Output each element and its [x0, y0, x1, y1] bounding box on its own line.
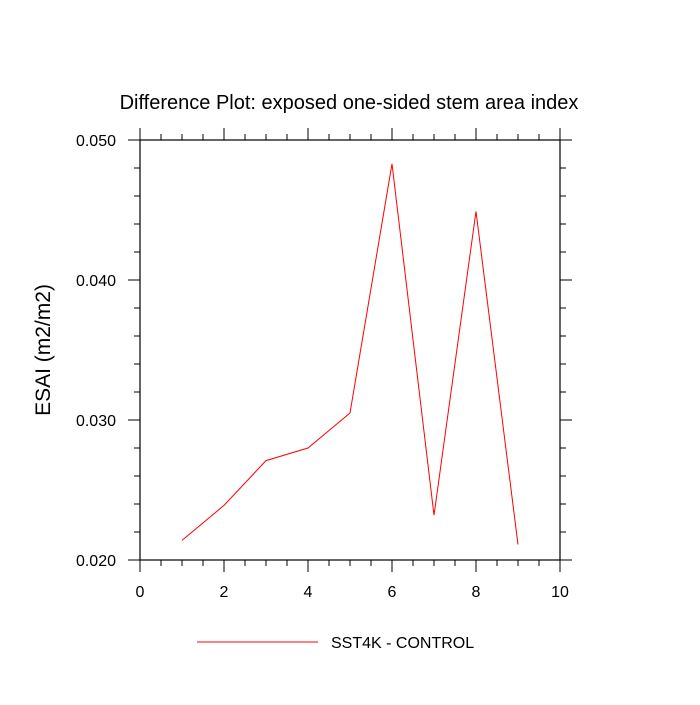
x-tick-label: 0 [136, 584, 145, 601]
y-tick-label: 0.020 [76, 553, 116, 570]
x-tick-label: 6 [388, 584, 397, 601]
plot-frame [139, 139, 561, 561]
y-tick-label: 0.050 [76, 133, 116, 150]
chart-title: Difference Plot: exposed one-sided stem … [120, 92, 579, 114]
y-tick-label: 0.030 [76, 413, 116, 430]
x-tick-label: 4 [304, 584, 313, 601]
x-tick-label: 8 [472, 584, 481, 601]
axes: 0 2 4 6 8 10 0.020 0.030 0.040 0.050 [76, 128, 572, 601]
x-tick-label: 10 [551, 584, 569, 601]
series-line-0 [181, 163, 519, 545]
series-lines [181, 163, 519, 545]
legend: SST4K - CONTROL [197, 635, 474, 652]
x-tick-label: 2 [220, 584, 229, 601]
legend-label: SST4K - CONTROL [331, 635, 474, 652]
y-tick-label: 0.040 [76, 273, 116, 290]
y-axis-label: ESAI (m2/m2) [32, 284, 55, 416]
